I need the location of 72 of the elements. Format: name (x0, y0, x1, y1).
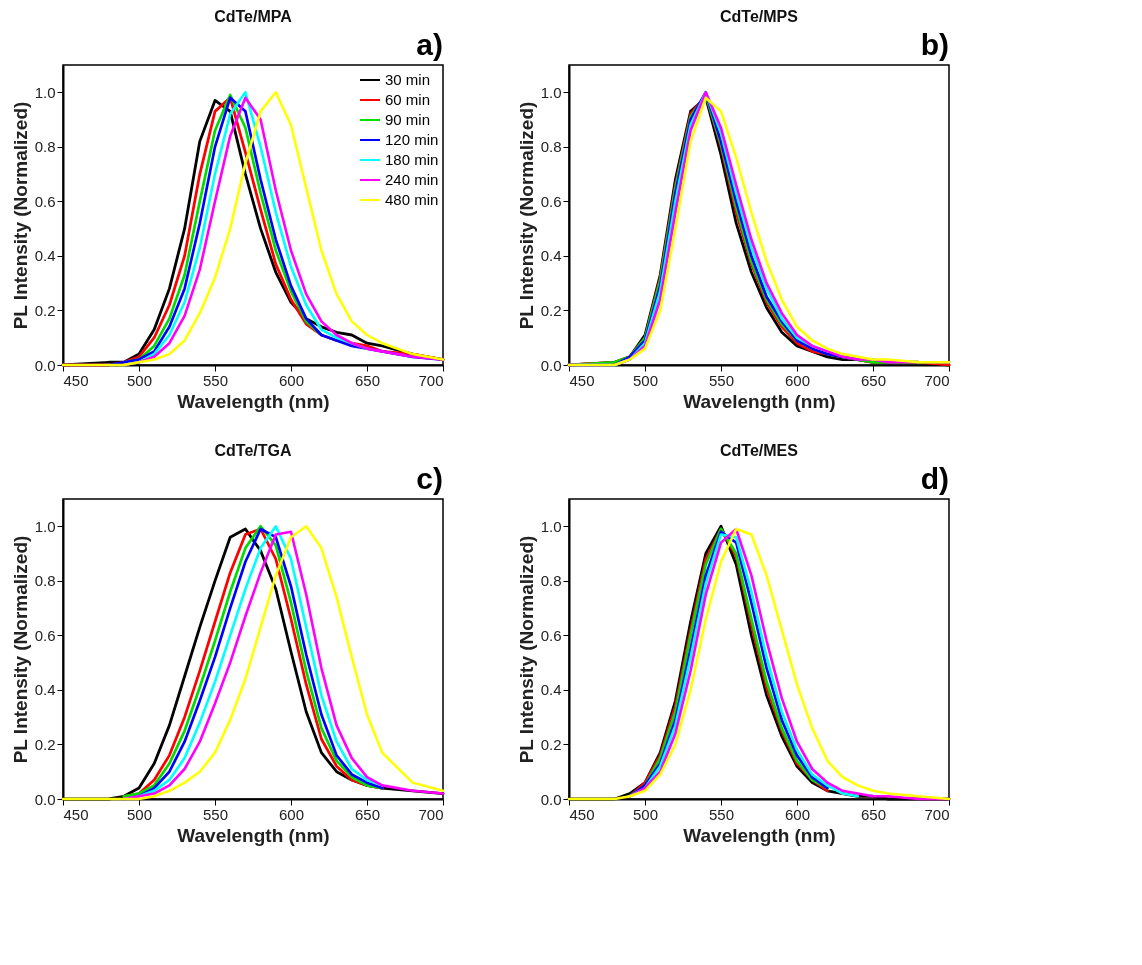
x-tick-label: 700 (418, 371, 444, 389)
legend-label: 120 min (385, 131, 439, 148)
legend-label: 30 min (385, 71, 431, 88)
x-axis-title: Wavelength (nm) (683, 824, 836, 846)
y-tick-label: 0.0 (34, 356, 56, 374)
x-tick-label: 700 (418, 805, 444, 823)
x-tick-label: 500 (632, 371, 659, 389)
x-axis-title: Wavelength (nm) (177, 390, 330, 412)
legend-label: 240 min (385, 171, 439, 188)
x-tick-label: 650 (354, 371, 381, 389)
x-axis-title: Wavelength (nm) (683, 390, 836, 412)
line-series (122, 530, 445, 801)
chart-title: CdTe/MPS (720, 8, 799, 25)
legend-label: 90 min (385, 111, 431, 128)
y-tick-label: 0.4 (34, 681, 56, 699)
x-tick-label: 650 (860, 805, 887, 823)
y-tick-label: 0.4 (540, 247, 562, 265)
text: d) (920, 462, 949, 495)
y-tick-label: 0.6 (540, 626, 562, 644)
legend-label: 480 min (385, 191, 439, 208)
x-tick-label: 550 (708, 371, 735, 389)
y-tick-label: 1.0 (540, 517, 562, 535)
y-tick-label: 0.4 (540, 681, 562, 699)
y-tick-label: 1.0 (34, 83, 56, 101)
chart-title: CdTe/MES (720, 442, 799, 459)
x-axis-title: Wavelength (nm) (177, 824, 330, 846)
x-tick-label: 600 (784, 371, 811, 389)
y-tick-label: 0.2 (540, 301, 562, 319)
x-tick-label: 650 (354, 805, 381, 823)
y-tick-label: 0.6 (34, 626, 56, 644)
y-tick-label: 0.8 (540, 138, 562, 156)
legend-label: 180 min (385, 151, 439, 168)
x-tick-label: 700 (924, 371, 950, 389)
x-tick-label: 650 (860, 371, 887, 389)
y-tick-label: 0.2 (34, 301, 56, 319)
x-tick-label: 500 (632, 805, 659, 823)
x-tick-label: 600 (784, 805, 811, 823)
text: b) (920, 28, 949, 61)
y-tick-label: 0.0 (540, 790, 562, 808)
y-tick-label: 0.2 (34, 735, 56, 753)
y-axis-title: PL Intensity (Normalized) (9, 535, 31, 764)
x-tick-label: 450 (63, 805, 89, 823)
chart-title: CdTe/MPA (214, 8, 293, 25)
x-tick-label: 450 (63, 371, 89, 389)
y-tick-label: 0.8 (34, 572, 56, 590)
y-axis-title: PL Intensity (Normalized) (9, 101, 31, 330)
x-tick-label: 600 (278, 371, 305, 389)
text: c) (416, 462, 443, 495)
x-tick-label: 450 (569, 805, 595, 823)
y-tick-label: 0.8 (540, 572, 562, 590)
y-tick-label: 0.6 (34, 192, 56, 210)
y-axis-title: PL Intensity (Normalized) (515, 101, 537, 330)
y-tick-label: 0.2 (540, 735, 562, 753)
x-tick-label: 550 (202, 371, 229, 389)
x-tick-label: 550 (202, 805, 229, 823)
y-tick-label: 1.0 (540, 83, 562, 101)
chart-title: CdTe/TGA (214, 442, 292, 459)
y-axis-title: PL Intensity (Normalized) (515, 535, 537, 764)
y-tick-label: 0.0 (34, 790, 56, 808)
x-tick-label: 450 (569, 371, 595, 389)
x-tick-label: 700 (924, 805, 950, 823)
y-tick-label: 0.8 (34, 138, 56, 156)
x-tick-label: 600 (278, 805, 305, 823)
x-tick-label: 550 (708, 805, 735, 823)
text: a) (416, 28, 443, 61)
y-tick-label: 0.0 (540, 356, 562, 374)
x-tick-label: 500 (126, 805, 153, 823)
x-tick-label: 500 (126, 371, 153, 389)
y-tick-label: 0.4 (34, 247, 56, 265)
y-tick-label: 1.0 (34, 517, 56, 535)
legend-label: 60 min (385, 91, 431, 108)
y-tick-label: 0.6 (540, 192, 562, 210)
